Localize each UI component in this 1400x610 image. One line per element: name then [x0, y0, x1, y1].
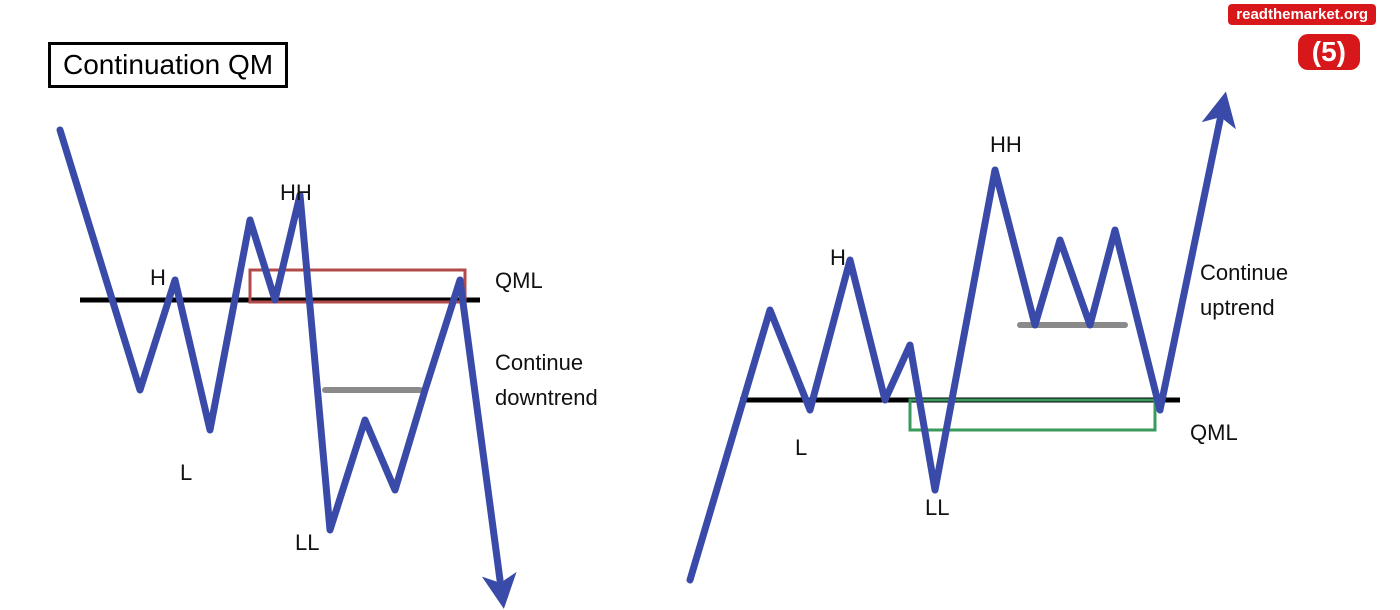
- label-HH-right: HH: [990, 132, 1022, 158]
- uptrend-qm-diagram: [660, 90, 1300, 610]
- label-LL-right: LL: [925, 495, 949, 521]
- label-continue-up-1: Continue: [1200, 260, 1288, 286]
- label-continue-up-2: uptrend: [1200, 295, 1275, 321]
- label-QML-left: QML: [495, 268, 543, 294]
- label-L-left: L: [180, 460, 192, 486]
- label-continue-down-2: downtrend: [495, 385, 598, 411]
- label-HH-left: HH: [280, 180, 312, 206]
- label-QML-right: QML: [1190, 420, 1238, 446]
- label-H-right: H: [830, 245, 846, 271]
- label-H-left: H: [150, 265, 166, 291]
- page-number-badge: (5): [1298, 34, 1360, 70]
- label-LL-left: LL: [295, 530, 319, 556]
- diagram-title: Continuation QM: [48, 42, 288, 88]
- watermark-badge: readthemarket.org: [1228, 4, 1376, 25]
- label-continue-down-1: Continue: [495, 350, 583, 376]
- label-L-right: L: [795, 435, 807, 461]
